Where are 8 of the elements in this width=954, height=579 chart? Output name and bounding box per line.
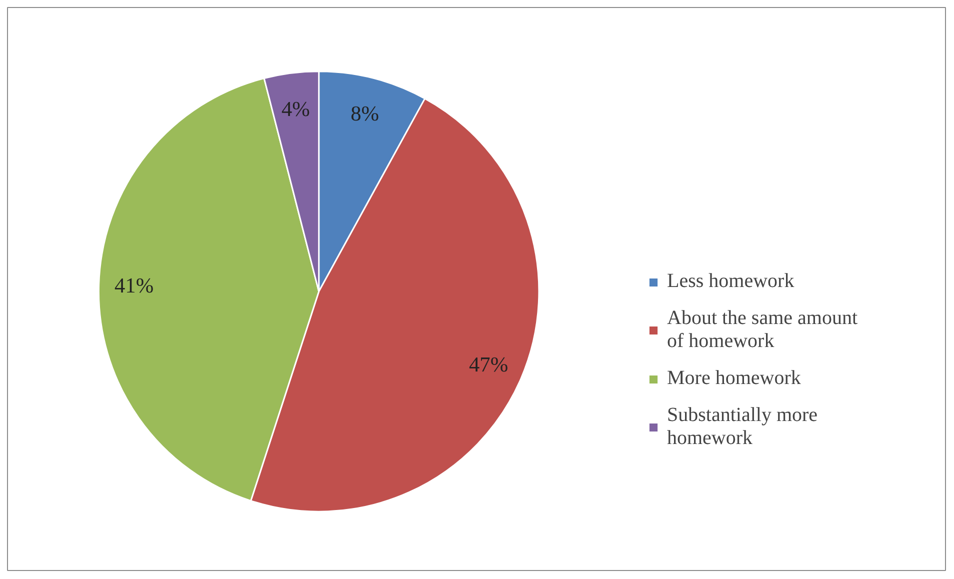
data-label: 4%: [281, 97, 310, 122]
data-label: 8%: [350, 101, 380, 126]
legend-label: Less homework: [667, 270, 794, 293]
legend-label: Substantially more homework: [667, 404, 818, 450]
legend-label: More homework: [667, 367, 801, 390]
data-label: 41%: [114, 274, 154, 298]
legend-label: About the same amount of homework: [667, 307, 858, 353]
data-label: 47%: [468, 352, 508, 376]
